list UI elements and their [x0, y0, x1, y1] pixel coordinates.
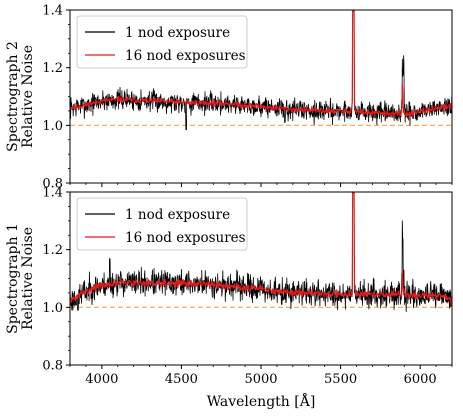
y-tick-label: 0.8	[42, 359, 63, 374]
legend-label: 16 nod exposures	[125, 48, 246, 64]
x-tick-label: 5000	[244, 372, 277, 387]
y-axis-label-line2: Relative Noise	[20, 227, 36, 330]
legend-label: 16 nod exposures	[125, 230, 246, 246]
legend-label: 1 nod exposure	[125, 207, 230, 223]
y-tick-label: 1.4	[42, 186, 63, 201]
x-tick-label: 4000	[85, 372, 118, 387]
series-line-sixteen-nod	[70, 10, 452, 118]
y-tick-label: 0.8	[42, 177, 63, 192]
legend-box	[76, 15, 248, 69]
x-tick-label: 4500	[165, 372, 198, 387]
y-axis-label-line1: Spectrograph 1	[5, 223, 21, 334]
y-tick-label: 1.2	[42, 243, 63, 258]
legend-label: 1 nod exposure	[125, 25, 230, 41]
x-axis-label: Wavelength [Å]	[207, 392, 316, 410]
y-axis-label-line2: Relative Noise	[20, 45, 36, 148]
x-tick-label: 5500	[324, 372, 357, 387]
y-axis-label-line1: Spectrograph 2	[5, 41, 21, 152]
series-line-sixteen-nod	[70, 192, 452, 306]
x-tick-label: 6000	[404, 372, 437, 387]
y-tick-label: 1.0	[42, 301, 63, 316]
y-tick-label: 1.4	[42, 4, 63, 19]
y-tick-label: 1.2	[42, 61, 63, 76]
series-line-single-nod	[70, 10, 452, 131]
panel-top: 0.8 1.0 1.2 1.4 Spectrograph 2 Relative Noise…	[5, 4, 453, 192]
y-tick-label: 1.0	[42, 119, 63, 134]
panel-bottom: 4000 4500 5000 5500 6000 0.8 1.0 1.2 1.4 Spectrog…	[5, 186, 453, 387]
legend-box	[76, 197, 248, 251]
